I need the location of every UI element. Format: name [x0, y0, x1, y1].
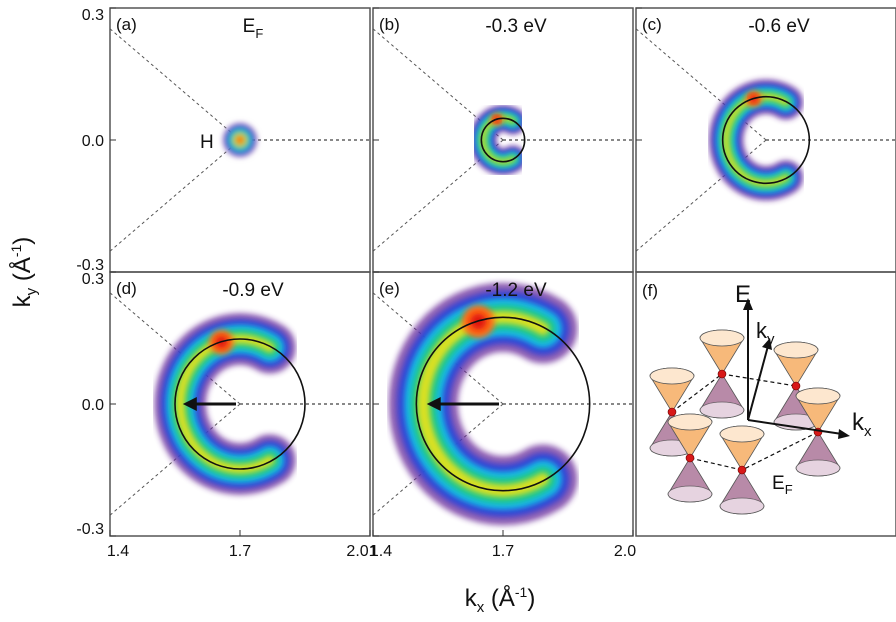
axis-ky-label: ky	[756, 318, 775, 348]
y-axis-label: ky (Å-1)	[8, 237, 40, 308]
panel-c-content	[636, 28, 896, 252]
cone-upper-rim	[795, 387, 841, 405]
dirac-cone	[719, 425, 765, 515]
x-axis-label: kx (Å-1)	[465, 584, 536, 616]
panel-b: (b) -0.3 eV	[372, 7, 634, 273]
axis-ky-arrow	[747, 345, 769, 421]
y-tick-label: -0.3	[76, 257, 104, 274]
panels-layer: (a) EFH(b) -0.3 eV (c) -0.6 eV(d) -0.9 eV (e) -…	[109, 7, 896, 537]
shift-arrowhead	[426, 397, 441, 411]
schematic-axes: E ky kx EF	[735, 281, 872, 497]
y-tick-label: -0.3	[76, 521, 104, 538]
panel-c-title: -0.6 eV	[748, 16, 810, 37]
panel-e-label: (e)	[379, 279, 400, 298]
dirac-cone	[795, 387, 841, 477]
axes-text: 0.30.0-0.30.30.0-0.31.4 1.7 2.011.4 1.7 2.0	[76, 7, 636, 560]
y-tick-label: 0.3	[82, 271, 104, 288]
axis-E-label: E	[735, 281, 751, 308]
cone-upper-rim	[773, 341, 819, 359]
constant-energy-circle	[480, 117, 526, 163]
x-tick-label: 1.4	[370, 543, 392, 560]
panel-f-frame	[635, 271, 896, 537]
panel-e-content	[373, 282, 633, 526]
cone-upper-rim	[699, 329, 745, 347]
axis-E-arrowhead	[743, 298, 753, 310]
cone-lower-rim	[667, 485, 713, 503]
axis-kx-label: kx	[852, 409, 872, 440]
x-tick-label: 2.0	[614, 543, 636, 560]
axis-ky-arrowhead	[762, 338, 772, 350]
dirac-point	[717, 369, 727, 379]
panel-e-title: -1.2 eV	[485, 280, 547, 301]
constant-energy-circle	[415, 316, 591, 492]
intensity-spot	[222, 122, 258, 158]
y-tick-label: 0.0	[82, 133, 104, 150]
panel-f-label: (f)	[642, 281, 658, 300]
dirac-point	[737, 465, 747, 475]
axis-kx-arrow	[747, 419, 843, 435]
ef-label: EF	[772, 473, 793, 497]
dirac-cone	[667, 413, 713, 503]
axis-kx-arrowhead	[838, 429, 850, 439]
panel-b-title: -0.3 eV	[485, 16, 547, 37]
cone-upper-rim	[649, 367, 695, 385]
panel-d-content	[110, 292, 370, 516]
panel-d-label: (d)	[116, 279, 137, 298]
panel-c-label: (c)	[642, 15, 662, 34]
cone-upper-rim	[667, 413, 713, 431]
constant-energy-circle	[721, 95, 811, 185]
shift-arrowhead	[182, 397, 197, 411]
panel-e: (e) -1.2 eV	[372, 271, 634, 537]
cone-lower-rim	[719, 497, 765, 515]
hex-link	[689, 457, 743, 471]
panel-d-title: -0.9 eV	[222, 280, 284, 301]
point-label-H: H	[200, 132, 214, 153]
hex-link	[671, 373, 723, 413]
cone-upper-rim	[719, 425, 765, 443]
panel-d: (d) -0.9 eV	[109, 271, 371, 537]
x-tick-label: 1.4	[107, 543, 129, 560]
hex-link	[741, 431, 819, 471]
x-tick-label: 1.7	[229, 543, 251, 560]
dirac-point	[685, 453, 695, 463]
dirac-point	[667, 407, 677, 417]
panel-a-content	[110, 28, 370, 252]
constant-energy-circle	[174, 338, 306, 470]
dirac-cone	[699, 329, 745, 419]
x-tick-label: 1.7	[492, 543, 514, 560]
title-sub: F	[255, 26, 263, 41]
title-main: E	[243, 16, 256, 37]
panel-b-content	[373, 28, 633, 252]
panel-a-label: (a)	[116, 15, 137, 34]
dirac-point	[791, 381, 801, 391]
panel-b-label: (b)	[379, 15, 400, 34]
panel-a-title: EF	[243, 16, 264, 41]
panel-a: (a) EF H	[109, 7, 371, 273]
x-tick-label: 2.01	[346, 543, 377, 560]
dirac-cones	[649, 329, 841, 515]
cone-lower-rim	[795, 459, 841, 477]
panel-f-schematic: (f) E ky kx EF	[635, 271, 896, 537]
panel-c: (c) -0.6 eV	[635, 7, 896, 273]
cone-lower-rim	[699, 401, 745, 419]
y-tick-label: 0.3	[82, 7, 104, 24]
y-tick-label: 0.0	[82, 397, 104, 414]
